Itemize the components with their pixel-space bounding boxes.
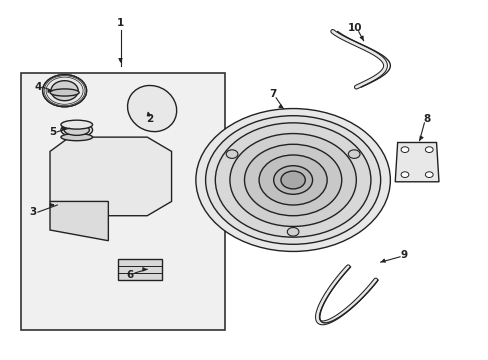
- Polygon shape: [118, 258, 162, 280]
- Ellipse shape: [61, 123, 92, 137]
- Ellipse shape: [50, 89, 79, 96]
- Text: 5: 5: [49, 127, 56, 137]
- Circle shape: [196, 109, 389, 251]
- Circle shape: [244, 144, 341, 216]
- Text: 6: 6: [126, 270, 134, 280]
- Circle shape: [281, 171, 305, 189]
- Circle shape: [215, 123, 370, 237]
- Text: 1: 1: [117, 18, 124, 28]
- Polygon shape: [50, 137, 171, 216]
- Text: 3: 3: [29, 207, 37, 217]
- Text: 2: 2: [146, 114, 153, 124]
- Circle shape: [205, 116, 380, 244]
- Polygon shape: [50, 202, 108, 241]
- Text: 10: 10: [347, 23, 362, 33]
- Circle shape: [425, 172, 432, 177]
- Bar: [21, 73, 224, 330]
- Circle shape: [229, 134, 356, 226]
- Text: 8: 8: [422, 114, 429, 124]
- Circle shape: [400, 147, 408, 153]
- Ellipse shape: [61, 120, 92, 129]
- Ellipse shape: [64, 125, 89, 135]
- Circle shape: [42, 75, 86, 107]
- Circle shape: [259, 155, 326, 205]
- Circle shape: [226, 150, 238, 158]
- Circle shape: [273, 166, 312, 194]
- Text: 4: 4: [34, 82, 41, 92]
- Circle shape: [287, 228, 298, 236]
- Circle shape: [347, 150, 359, 158]
- Circle shape: [400, 172, 408, 177]
- Text: 9: 9: [400, 250, 407, 260]
- Ellipse shape: [61, 134, 92, 141]
- Text: 7: 7: [268, 89, 276, 99]
- Ellipse shape: [127, 85, 176, 132]
- Circle shape: [425, 147, 432, 153]
- Polygon shape: [394, 143, 438, 182]
- Circle shape: [51, 81, 78, 101]
